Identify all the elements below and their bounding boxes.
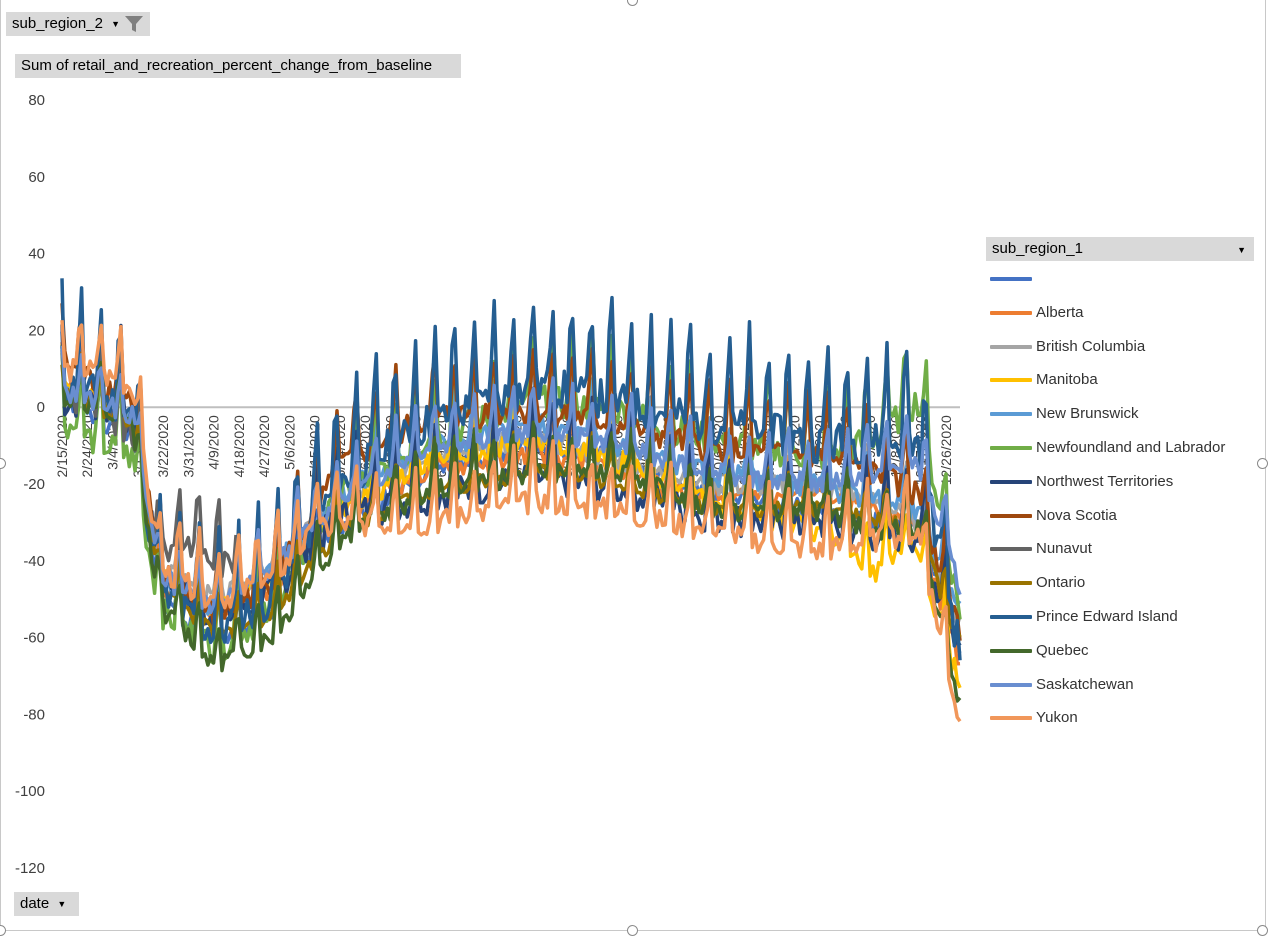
legend-label: Prince Edward Island <box>1036 608 1178 625</box>
y-tick-label: -60 <box>23 630 45 647</box>
x-tick-label: 4/9/2020 <box>206 415 222 470</box>
legend-label: Saskatchewan <box>1036 675 1134 693</box>
y-tick-label: 80 <box>28 92 45 109</box>
legend-item[interactable]: Yukon <box>990 706 1078 730</box>
legend-item[interactable]: Saskatchewan <box>990 673 1134 697</box>
legend-label: Nunavut <box>1036 540 1092 558</box>
values-field-button[interactable]: Sum of retail_and_recreation_percent_cha… <box>15 54 461 78</box>
legend-label: Ontario <box>1036 574 1086 592</box>
series-line-saskatchewan[interactable] <box>60 345 962 615</box>
legend-swatch <box>990 615 1032 620</box>
legend-label: Northwest Territories <box>1036 472 1174 490</box>
axis-field-label: date <box>20 895 50 912</box>
x-tick-label: 3/31/2020 <box>180 415 196 477</box>
legend-item[interactable]: Nova Scotia <box>990 504 1117 528</box>
y-tick-label: -80 <box>23 706 45 723</box>
axis-field-button[interactable]: date ▼ <box>14 892 79 916</box>
series-line-yukon[interactable] <box>60 320 962 723</box>
legend-label: Alberta <box>1036 303 1084 321</box>
legend-swatch <box>990 277 1032 282</box>
filter-funnel-icon <box>125 16 143 32</box>
y-tick-label: 60 <box>28 169 45 186</box>
legend-swatch <box>990 378 1032 383</box>
legend-label: Nova Scotia <box>1036 506 1117 524</box>
legend-item[interactable]: Northwest Territories <box>990 470 1173 494</box>
legend-label: New Brunswick <box>1036 405 1139 423</box>
dropdown-arrow-icon: ▼ <box>57 899 67 909</box>
legend-swatch <box>990 581 1032 586</box>
legend-item[interactable]: Alberta <box>990 301 1084 325</box>
x-tick-label: 5/6/2020 <box>281 415 297 470</box>
dropdown-arrow-icon: ▼ <box>111 19 121 29</box>
legend-swatch <box>990 344 1032 349</box>
resize-handle-bottom[interactable] <box>627 925 638 936</box>
y-tick-label: -100 <box>15 783 45 800</box>
y-tick-label: -20 <box>23 476 45 493</box>
values-field-label: Sum of retail_and_recreation_percent_cha… <box>21 57 433 74</box>
legend-item[interactable]: Ontario <box>990 571 1085 595</box>
x-tick-label: 4/27/2020 <box>256 415 272 477</box>
legend-item[interactable]: Prince Edward Island <box>990 605 1178 629</box>
y-tick-label: 0 <box>37 399 45 416</box>
legend-item[interactable]: Manitoba <box>990 368 1098 392</box>
legend-label: Manitoba <box>1036 371 1098 389</box>
legend-label: Quebec <box>1036 641 1089 659</box>
legend-item[interactable]: British Columbia <box>990 335 1145 359</box>
legend-swatch <box>990 716 1032 721</box>
legend-swatch <box>990 446 1032 451</box>
filter-field-button[interactable]: sub_region_2 ▼ <box>6 12 150 36</box>
series-lines <box>60 278 962 723</box>
legend-label: Newfoundland and Labrador <box>1036 439 1226 456</box>
legend-item[interactable]: Newfoundland and Labrador <box>990 436 1225 460</box>
filter-field-label: sub_region_2 <box>12 15 103 32</box>
legend-swatch <box>990 310 1032 315</box>
x-tick-label: 12/26/2020 <box>938 415 954 485</box>
y-tick-label: 20 <box>28 322 45 339</box>
legend-swatch <box>990 513 1032 518</box>
legend-label: Yukon <box>1036 709 1078 727</box>
y-tick-label: -40 <box>23 553 45 570</box>
legend-swatch <box>990 648 1032 653</box>
legend-item[interactable]: Quebec <box>990 639 1089 663</box>
dropdown-arrow-icon: ▼ <box>1237 245 1246 255</box>
legend-field-label: sub_region_1 <box>992 240 1083 257</box>
legend-field-button[interactable]: sub_region_1 ▼ <box>986 237 1254 261</box>
legend-item[interactable]: New Brunswick <box>990 402 1139 426</box>
legend-item[interactable] <box>990 267 1036 291</box>
legend-swatch <box>990 412 1032 417</box>
y-tick-label: 40 <box>28 246 45 263</box>
series-line-prince-edward-island[interactable] <box>60 278 962 661</box>
x-tick-label: 2/15/2020 <box>54 415 70 477</box>
legend-label: British Columbia <box>1036 337 1146 355</box>
legend-swatch <box>990 682 1032 687</box>
legend-swatch <box>990 479 1032 484</box>
x-tick-label: 3/22/2020 <box>155 415 171 477</box>
x-tick-label: 4/18/2020 <box>231 415 247 477</box>
y-tick-label: -120 <box>15 860 45 877</box>
legend-item[interactable]: Nunavut <box>990 537 1092 561</box>
legend-swatch <box>990 547 1032 552</box>
